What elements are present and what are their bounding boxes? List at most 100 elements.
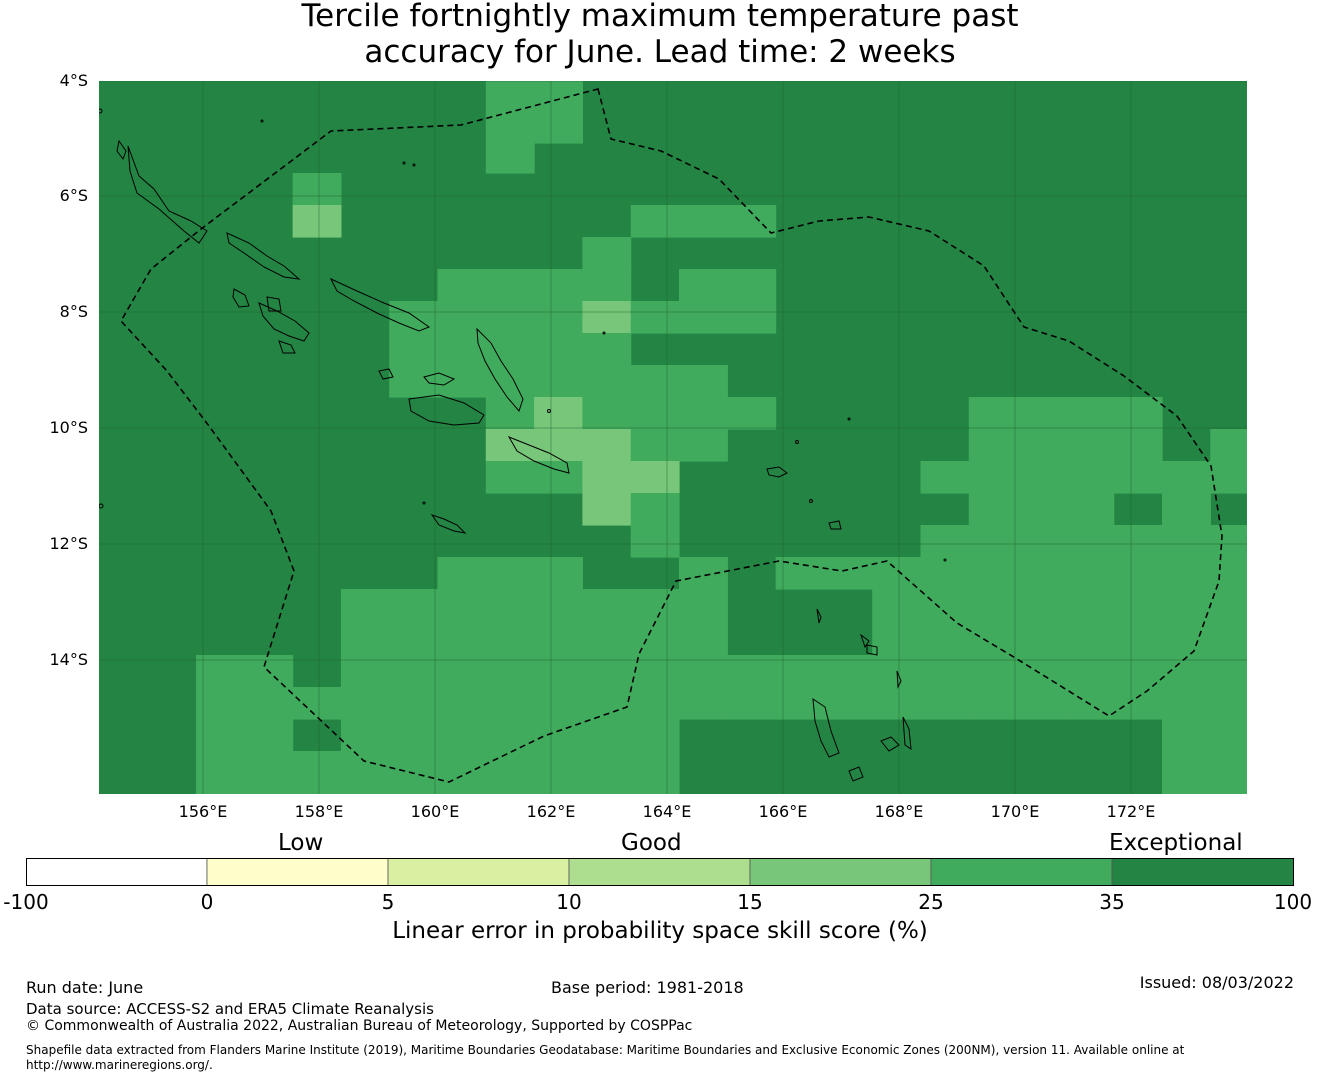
heatmap-cell	[534, 655, 583, 688]
heatmap-cell	[727, 301, 777, 334]
heatmap-cell	[1113, 429, 1163, 462]
heatmap-cell	[1162, 751, 1211, 794]
colorbar-tick-label: 25	[918, 890, 944, 914]
russell-islands-coast	[378, 368, 394, 380]
lon-label-156e: 156°E	[178, 802, 228, 821]
heatmap-cell	[679, 429, 728, 462]
heatmap-cell	[485, 687, 535, 720]
heatmap-cell	[292, 687, 342, 720]
colorbar-tick-label: 10	[556, 890, 582, 914]
legend-category-good: Good	[621, 830, 682, 856]
heatmap-cell	[437, 269, 487, 302]
heatmap-cell	[630, 687, 680, 720]
heatmap-cell	[485, 81, 535, 112]
heatmap-cell	[437, 655, 487, 688]
heatmap-cell	[1210, 621, 1247, 656]
florida-islands-coast	[423, 372, 456, 386]
heatmap-cell	[727, 269, 777, 302]
heatmap-cell	[196, 687, 245, 720]
islet	[99, 108, 103, 114]
heatmap-cell	[872, 687, 922, 720]
heatmap-cell	[534, 301, 583, 334]
heatmap-cell	[437, 301, 487, 334]
heatmap-cell	[389, 655, 439, 688]
colorbar-label: Linear error in probability space skill …	[392, 918, 928, 944]
heatmap-cell	[968, 525, 1018, 558]
colorbar-bin	[930, 858, 1113, 886]
heatmap-cell	[630, 461, 680, 494]
heatmap-cell	[485, 301, 535, 334]
islet	[422, 501, 426, 505]
heatmap-cell	[679, 205, 728, 238]
heatmap-cell	[582, 719, 632, 752]
heatmap-cell	[872, 589, 922, 622]
colorbar-bin	[206, 858, 389, 886]
heatmap-cell	[775, 655, 825, 688]
colorbar-tick-label: -100	[3, 890, 49, 914]
heatmap-cell	[1162, 589, 1211, 622]
heatmap-cell	[1210, 719, 1247, 752]
heatmap-cell	[679, 687, 728, 720]
new-georgia-coast	[258, 302, 310, 342]
lon-label-160e: 160°E	[410, 802, 460, 821]
colorbar-tick-label: 5	[381, 890, 395, 914]
heatmap-cell	[1113, 589, 1163, 622]
heatmap-cell	[340, 621, 390, 656]
ambae-coast	[866, 644, 878, 656]
heatmap-cell	[968, 621, 1018, 656]
heatmap-cell	[1210, 525, 1247, 558]
vanikoro-coast	[828, 520, 842, 530]
heatmap-cell	[582, 493, 632, 526]
heatmap-cell	[1162, 557, 1211, 590]
ndeni-coast	[766, 466, 788, 478]
heatmap-cell	[485, 269, 535, 302]
heatmap-cell	[679, 365, 728, 398]
heatmap-cell	[1113, 621, 1163, 656]
issued-date: Issued: 08/03/2022	[1139, 973, 1294, 992]
lat-label-12s: 12°S	[49, 534, 88, 553]
lat-label-8s: 8°S	[59, 302, 88, 321]
heatmap-cell	[1162, 687, 1211, 720]
heatmap-cell	[968, 461, 1018, 494]
heatmap-cell	[582, 589, 632, 622]
heatmap-cell	[679, 589, 728, 622]
legend-category-low: Low	[278, 830, 324, 856]
islet	[809, 499, 813, 503]
heatmap-cell	[389, 301, 439, 334]
heatmap-cell	[485, 397, 535, 430]
heatmap-cell	[1162, 525, 1211, 558]
heatmap-cell	[920, 621, 970, 656]
heatmap-cell	[437, 719, 487, 752]
map-title-line-2: accuracy for June. Lead time: 2 weeks	[364, 34, 956, 70]
heatmap-cell	[389, 589, 439, 622]
colorbar-outline	[26, 858, 1294, 886]
heatmap-cell	[727, 687, 777, 720]
heatmap-cell	[775, 687, 825, 720]
heatmap-cell	[534, 111, 583, 144]
heatmap-cell	[485, 589, 535, 622]
kolombangara-coast	[266, 296, 282, 312]
heatmap-cell	[630, 397, 680, 430]
heatmap-cell	[1065, 557, 1115, 590]
colorbar-tick-label: 100	[1273, 890, 1313, 914]
eez-boundary	[120, 88, 1223, 783]
heatmap-cell	[679, 301, 728, 334]
heatmap-cell	[630, 493, 680, 526]
heatmap-cell	[437, 687, 487, 720]
rennell-coast	[430, 514, 467, 534]
rendova-coast	[278, 340, 296, 354]
heatmap-cell	[630, 365, 680, 398]
islet	[847, 417, 851, 421]
heatmap-cell	[534, 461, 583, 494]
colorbar-tick-label: 35	[1099, 890, 1125, 914]
heatmap-cell	[679, 269, 728, 302]
heatmap-cell	[968, 429, 1018, 462]
heatmap-cell	[534, 333, 583, 366]
heatmap-cell	[920, 557, 970, 590]
heatmap-cell	[389, 365, 439, 398]
heatmap-cell	[1065, 621, 1115, 656]
heatmap-cell	[630, 301, 680, 334]
heatmap-cell	[389, 621, 439, 656]
heatmap-cell	[485, 143, 535, 174]
data-source: Data source: ACCESS-S2 and ERA5 Climate …	[26, 1000, 434, 1018]
